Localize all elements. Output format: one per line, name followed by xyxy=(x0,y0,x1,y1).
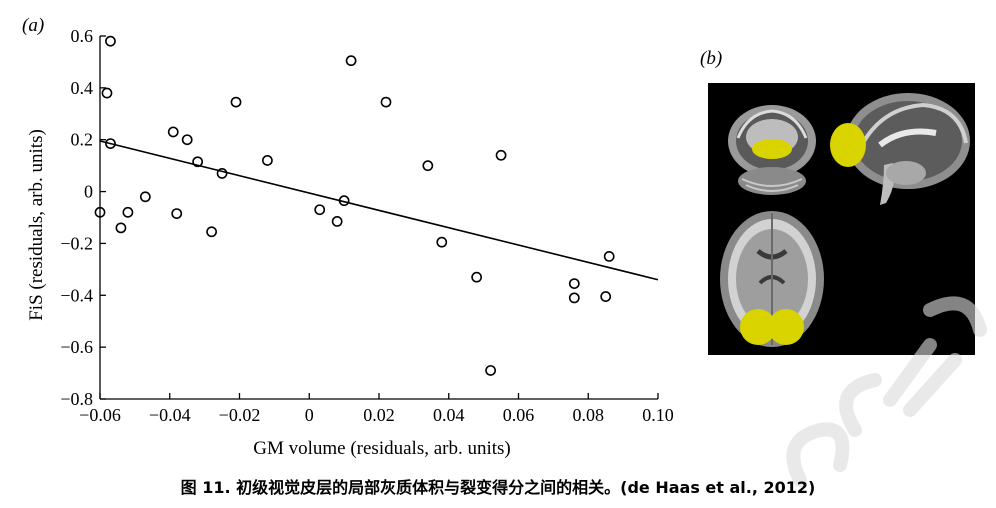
axes xyxy=(99,35,659,400)
data-points xyxy=(94,35,615,376)
x-tick-label: 0.08 xyxy=(573,405,605,425)
y-tick-label: −0.6 xyxy=(60,337,93,357)
data-point xyxy=(105,138,116,150)
x-tick-label: −0.02 xyxy=(219,405,261,425)
data-point xyxy=(181,134,193,146)
x-tick-label: −0.06 xyxy=(79,405,121,425)
data-point xyxy=(436,236,448,248)
y-tick-label: 0.6 xyxy=(71,26,94,46)
y-tick-label: −0.2 xyxy=(60,233,93,253)
data-point xyxy=(94,206,106,218)
x-tick-label: 0.02 xyxy=(363,405,395,425)
y-tick-labels: 0.6 0.4 0.2 0 −0.2 −0.4 −0.6 −0.8 xyxy=(60,26,93,409)
data-point xyxy=(485,365,496,376)
data-point xyxy=(600,291,612,302)
data-point xyxy=(422,160,434,172)
data-point xyxy=(216,168,228,179)
data-point xyxy=(331,215,343,227)
sagittal-slice xyxy=(830,93,970,205)
y-tick-label: 0 xyxy=(84,182,93,202)
data-point xyxy=(380,96,392,108)
data-point xyxy=(206,226,217,238)
y-tick-label: −0.8 xyxy=(60,389,93,409)
x-tick-label: 0.06 xyxy=(503,405,535,425)
x-tick-label: 0.10 xyxy=(642,405,674,425)
x-tick-label: 0 xyxy=(305,405,314,425)
x-tick-labels: −0.06 −0.04 −0.02 0 0.02 0.04 0.06 0.08 0.10 xyxy=(79,405,674,425)
data-point xyxy=(471,271,483,283)
data-point xyxy=(171,208,183,220)
figure-caption: 图 11. 初级视觉皮层的局部灰质体积与裂变得分之间的相关。(de Haas e… xyxy=(180,478,816,497)
data-point xyxy=(568,292,580,304)
axial-slice xyxy=(720,211,824,347)
data-point xyxy=(338,195,350,207)
scatter-plot: (a) 0.60.40.20−0.2−0.4−0.6−0.8 −0.06 −0.0… xyxy=(22,15,674,459)
x-tick-label: −0.04 xyxy=(149,405,191,425)
data-point xyxy=(568,278,580,290)
data-point xyxy=(167,126,179,138)
regression-line xyxy=(99,140,659,281)
x-axis-title: GM volume (residuals, arb. units) xyxy=(253,438,511,459)
data-point xyxy=(603,250,615,262)
data-point xyxy=(345,55,357,67)
data-point xyxy=(115,222,127,234)
data-point xyxy=(192,156,204,168)
data-point xyxy=(101,87,113,99)
x-tick-label: 0.04 xyxy=(433,405,465,425)
y-tick-label: −0.4 xyxy=(60,285,93,305)
data-point xyxy=(495,149,507,161)
y-tick-label: 0.2 xyxy=(71,130,94,150)
coronal-slice xyxy=(728,105,816,195)
data-point xyxy=(139,191,151,203)
panel-a-label: (a) xyxy=(22,15,44,36)
y-tick-label: 0.4 xyxy=(71,78,94,98)
data-point xyxy=(314,204,326,216)
data-point xyxy=(261,155,273,166)
y-axis-title: FiS (residuals, arb. units) xyxy=(26,129,47,321)
data-point xyxy=(122,206,134,218)
data-point xyxy=(105,35,116,47)
brain-mri-image xyxy=(708,83,975,355)
data-point xyxy=(230,96,242,108)
panel-b-label: (b) xyxy=(700,48,723,69)
